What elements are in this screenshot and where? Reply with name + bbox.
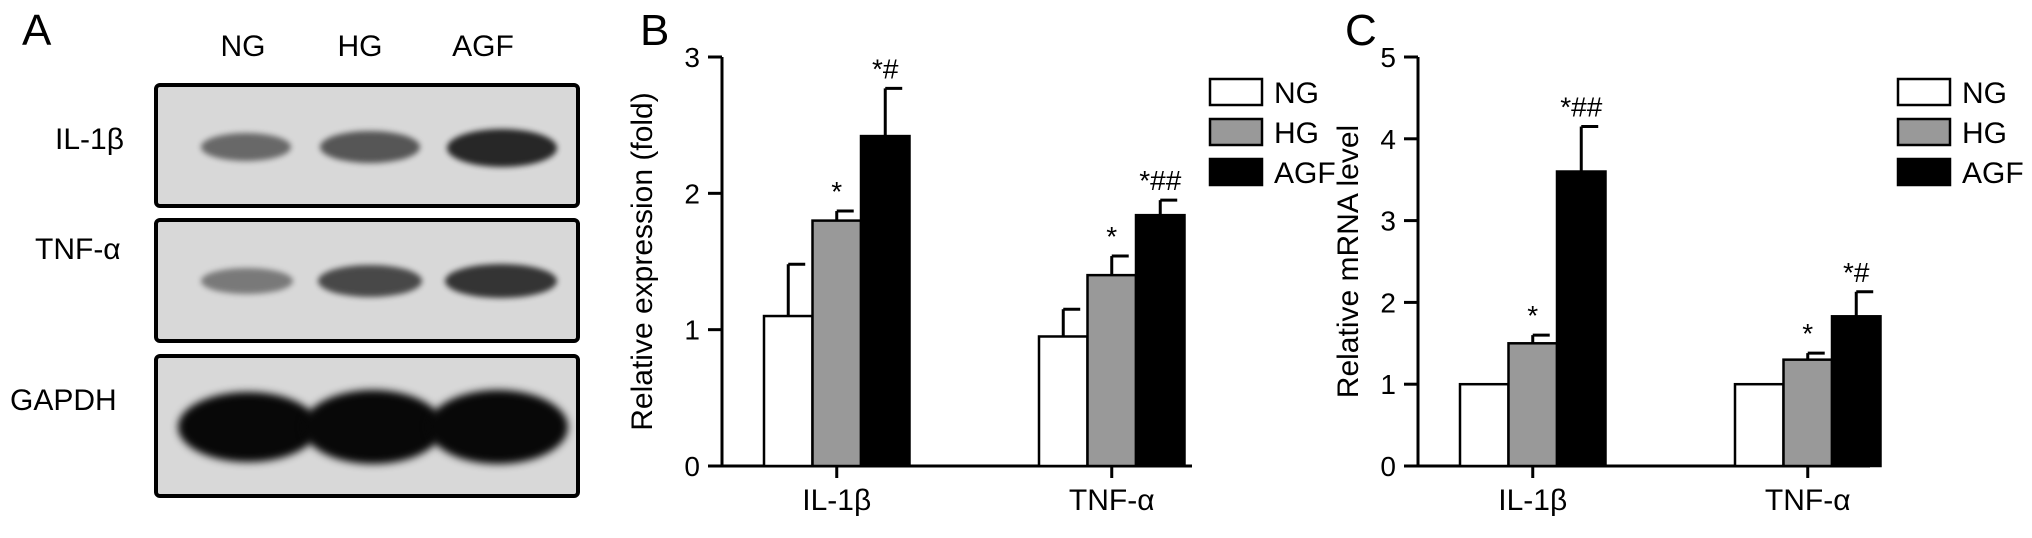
blot-row-label-il1b: IL-1β (55, 123, 124, 156)
band-gapdh-agf (428, 390, 568, 464)
bar-hg (1086, 273, 1138, 468)
band-tnfa-hg (318, 265, 422, 297)
y-tick-label: 5 (1380, 42, 1396, 73)
significance-label: *## (1560, 92, 1602, 123)
significance-label: *# (1843, 257, 1870, 288)
band-gapdh-hg (303, 390, 443, 464)
bar-hg (1507, 342, 1559, 468)
x-tick-label: TNF-α (1069, 484, 1155, 517)
chart-c: 0 1 2 3 4 5 Relative mRNA level * *## IL-1β * *# TNF… (1332, 42, 2024, 517)
y-tick-label: 1 (684, 315, 700, 346)
band-il1b-hg (320, 131, 420, 163)
blot-strip-gapdh (154, 354, 580, 498)
legend-label-agf: AGF (1962, 157, 2024, 190)
blot-strip-tnfa (154, 218, 580, 343)
lane-label-agf: AGF (452, 30, 514, 63)
band-gapdh-ng (178, 392, 318, 462)
legend-swatch-hg (1896, 117, 1952, 147)
legend-label-ng: NG (1962, 77, 2007, 110)
legend-swatch-ng (1896, 77, 1952, 107)
chart-b: 0 1 2 3 Relative expression (fold) * *# IL-1β * *… (626, 42, 1336, 517)
significance-label: * (1106, 221, 1117, 252)
bar-agf (1134, 213, 1186, 468)
significance-label: * (1527, 300, 1538, 331)
bar-agf (859, 134, 911, 468)
significance-label: * (831, 176, 842, 207)
legend-swatch-ng (1208, 77, 1264, 107)
panel-b-letter: B (640, 6, 670, 55)
panel-a-letter: A (22, 6, 52, 55)
bar-ng (1037, 335, 1089, 468)
legend-label-hg: HG (1274, 117, 1319, 150)
y-axis-label: Relative expression (fold) (626, 92, 659, 430)
y-tick-label: 2 (1380, 287, 1396, 318)
bar-ng (1733, 382, 1785, 468)
legend-label-hg: HG (1962, 117, 2007, 150)
panel-c-letter: C (1345, 6, 1377, 55)
legend-swatch-agf (1896, 157, 1952, 187)
band-il1b-ng (201, 133, 291, 161)
legend-swatch-hg (1208, 117, 1264, 147)
band-tnfa-ng (201, 268, 293, 294)
blot-row-label-tnfa: TNF-α (35, 233, 121, 266)
legend-swatch-agf (1208, 157, 1264, 187)
y-tick-label: 2 (684, 178, 700, 209)
legend-label-agf: AGF (1274, 157, 1336, 190)
x-tick-label: IL-1β (802, 484, 871, 517)
bar-ng (762, 314, 814, 468)
x-tick-label: TNF-α (1765, 484, 1851, 517)
blot-strip-il1b (154, 83, 580, 208)
bar-agf (1555, 170, 1607, 468)
x-tick-label: IL-1β (1498, 484, 1567, 517)
significance-label: *# (872, 53, 899, 84)
bar-agf (1830, 315, 1882, 468)
band-tnfa-agf (445, 264, 557, 298)
y-tick-label: 3 (684, 42, 700, 73)
lane-label-ng: NG (220, 30, 266, 63)
blot-row-label-gapdh: GAPDH (10, 384, 117, 417)
y-tick-label: 1 (1380, 369, 1396, 400)
band-il1b-agf (447, 129, 557, 167)
lane-label-hg: HG (337, 30, 383, 63)
significance-label: * (1802, 318, 1813, 349)
y-tick-label: 0 (1380, 451, 1396, 482)
y-tick-label: 3 (1380, 206, 1396, 237)
bar-hg (811, 219, 863, 468)
legend-label-ng: NG (1274, 77, 1319, 110)
y-tick-label: 4 (1380, 124, 1396, 155)
bar-ng (1458, 382, 1510, 468)
y-axis-label: Relative mRNA level (1332, 125, 1365, 398)
significance-label: *## (1139, 165, 1181, 196)
bar-hg (1782, 358, 1834, 468)
y-tick-label: 0 (684, 451, 700, 482)
